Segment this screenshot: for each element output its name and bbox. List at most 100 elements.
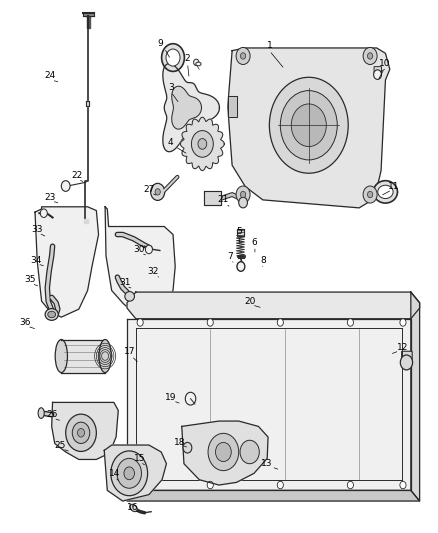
Circle shape bbox=[237, 262, 245, 271]
Text: 21: 21 bbox=[218, 196, 229, 204]
Circle shape bbox=[347, 319, 353, 326]
Polygon shape bbox=[180, 117, 224, 171]
Circle shape bbox=[145, 245, 152, 254]
Circle shape bbox=[236, 47, 250, 64]
Circle shape bbox=[400, 481, 406, 489]
Circle shape bbox=[117, 458, 141, 488]
Text: 16: 16 bbox=[127, 503, 138, 512]
Text: 8: 8 bbox=[260, 256, 266, 264]
Ellipse shape bbox=[55, 340, 67, 373]
Circle shape bbox=[208, 433, 239, 471]
Circle shape bbox=[400, 319, 406, 326]
Circle shape bbox=[151, 183, 165, 200]
Circle shape bbox=[367, 191, 373, 198]
Text: 35: 35 bbox=[24, 276, 35, 284]
Circle shape bbox=[236, 186, 250, 203]
Polygon shape bbox=[411, 292, 420, 501]
Text: 26: 26 bbox=[46, 410, 57, 419]
Text: 27: 27 bbox=[143, 185, 155, 193]
Circle shape bbox=[277, 319, 283, 326]
Ellipse shape bbox=[196, 62, 201, 66]
Circle shape bbox=[347, 481, 353, 489]
Polygon shape bbox=[163, 63, 219, 152]
Polygon shape bbox=[86, 101, 89, 106]
Text: 6: 6 bbox=[251, 238, 257, 247]
FancyBboxPatch shape bbox=[402, 351, 412, 360]
Text: 9: 9 bbox=[157, 39, 163, 48]
Circle shape bbox=[207, 481, 213, 489]
Ellipse shape bbox=[125, 292, 134, 301]
Circle shape bbox=[239, 197, 247, 208]
Polygon shape bbox=[84, 13, 93, 16]
Polygon shape bbox=[228, 48, 390, 208]
Text: 12: 12 bbox=[397, 343, 409, 352]
Circle shape bbox=[166, 49, 180, 66]
Polygon shape bbox=[105, 207, 175, 317]
Ellipse shape bbox=[130, 504, 137, 512]
Ellipse shape bbox=[38, 408, 44, 418]
Circle shape bbox=[240, 191, 246, 198]
Circle shape bbox=[66, 414, 96, 451]
Circle shape bbox=[363, 186, 377, 203]
Circle shape bbox=[183, 442, 192, 453]
Text: 19: 19 bbox=[165, 393, 177, 401]
Circle shape bbox=[72, 422, 90, 443]
Circle shape bbox=[363, 47, 377, 64]
Ellipse shape bbox=[45, 309, 58, 320]
Circle shape bbox=[194, 59, 199, 66]
Text: 7: 7 bbox=[227, 253, 233, 261]
Ellipse shape bbox=[48, 311, 56, 318]
Polygon shape bbox=[35, 207, 99, 317]
Polygon shape bbox=[87, 16, 90, 28]
Circle shape bbox=[207, 319, 213, 326]
Polygon shape bbox=[228, 96, 237, 117]
Circle shape bbox=[191, 131, 213, 157]
Text: 11: 11 bbox=[389, 182, 400, 191]
Text: 23: 23 bbox=[45, 193, 56, 201]
Text: 24: 24 bbox=[45, 71, 56, 80]
Circle shape bbox=[137, 481, 143, 489]
Polygon shape bbox=[61, 340, 105, 373]
Circle shape bbox=[111, 451, 148, 496]
Circle shape bbox=[40, 209, 47, 217]
Circle shape bbox=[240, 53, 246, 59]
Text: 30: 30 bbox=[134, 245, 145, 254]
Polygon shape bbox=[237, 229, 244, 236]
Text: 34: 34 bbox=[30, 256, 42, 264]
Circle shape bbox=[198, 139, 207, 149]
Ellipse shape bbox=[99, 340, 111, 373]
Text: 13: 13 bbox=[261, 459, 273, 468]
Circle shape bbox=[61, 181, 70, 191]
Text: 10: 10 bbox=[379, 60, 390, 68]
Circle shape bbox=[162, 44, 184, 71]
Ellipse shape bbox=[373, 181, 398, 203]
Text: 25: 25 bbox=[55, 441, 66, 449]
Polygon shape bbox=[204, 191, 221, 205]
Circle shape bbox=[367, 53, 373, 59]
Circle shape bbox=[155, 189, 160, 195]
Ellipse shape bbox=[378, 185, 393, 199]
Circle shape bbox=[137, 319, 143, 326]
Text: 32: 32 bbox=[148, 268, 159, 276]
Circle shape bbox=[185, 392, 196, 405]
Circle shape bbox=[124, 467, 134, 480]
Polygon shape bbox=[172, 86, 201, 129]
Text: 17: 17 bbox=[124, 348, 135, 356]
Text: 18: 18 bbox=[174, 438, 185, 447]
Polygon shape bbox=[127, 292, 420, 319]
Text: 22: 22 bbox=[71, 172, 82, 180]
Text: 36: 36 bbox=[20, 318, 31, 327]
Polygon shape bbox=[127, 490, 420, 501]
Circle shape bbox=[400, 355, 413, 370]
Text: 2: 2 bbox=[185, 54, 190, 63]
Circle shape bbox=[269, 77, 348, 173]
Text: 31: 31 bbox=[119, 278, 131, 287]
Circle shape bbox=[277, 481, 283, 489]
Polygon shape bbox=[84, 219, 88, 223]
Circle shape bbox=[78, 429, 85, 437]
Text: 4: 4 bbox=[168, 139, 173, 147]
Text: 5: 5 bbox=[236, 228, 242, 236]
Circle shape bbox=[374, 70, 381, 79]
Circle shape bbox=[215, 442, 231, 462]
Text: 15: 15 bbox=[134, 454, 145, 463]
